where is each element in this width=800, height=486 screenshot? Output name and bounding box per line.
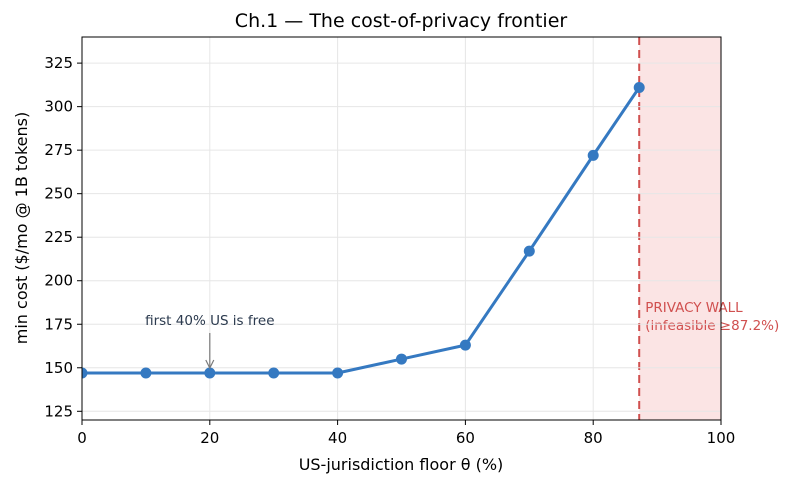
- data-point: [332, 367, 344, 379]
- x-tick-label: 80: [584, 429, 603, 447]
- data-point: [396, 353, 407, 365]
- y-tick-label: 200: [44, 272, 73, 290]
- y-tick-label: 250: [44, 185, 73, 203]
- series-line: [82, 86, 641, 375]
- infeasible-region: [639, 37, 721, 420]
- y-tick-label: 125: [44, 402, 73, 420]
- data-point: [459, 339, 471, 351]
- y-tick-label: 300: [44, 98, 73, 116]
- annotation-label: first 40% US is free: [145, 313, 274, 329]
- y-tick-label: 175: [44, 315, 73, 333]
- y-tick-label: 325: [44, 54, 73, 72]
- y-tick-label: 225: [44, 228, 73, 246]
- axis-ticks: 0 20 40 60 80 100 125 150 175 200 225 250 275 300 325: [44, 54, 735, 447]
- x-tick-label: 100: [707, 429, 736, 447]
- y-tick-label: 150: [44, 359, 73, 377]
- x-axis-label: US-jurisdiction floor θ (%): [299, 455, 504, 474]
- data-point: [523, 245, 535, 257]
- privacy-wall-sublabel: (infeasible ≥87.2%): [645, 318, 779, 334]
- x-tick-label: 0: [77, 429, 87, 447]
- privacy-wall-region: PRIVACY WALL (infeasible ≥87.2%): [638, 37, 779, 420]
- data-point: [82, 367, 88, 379]
- data-point: [204, 367, 216, 379]
- chart-title: Ch.1 — The cost-of-privacy frontier: [235, 10, 568, 32]
- y-axis-label: min cost ($/mo @ 1B tokens): [12, 112, 31, 344]
- series-layer: [82, 81, 645, 379]
- annotation-arrow-head: [205, 359, 215, 370]
- privacy-wall-label: PRIVACY WALL: [645, 300, 743, 316]
- x-tick-label: 40: [328, 429, 347, 447]
- x-tick-label: 60: [456, 429, 475, 447]
- data-point: [633, 81, 645, 93]
- plot-frame: [81, 36, 722, 421]
- data-point: [268, 367, 280, 379]
- x-tick-label: 20: [200, 429, 219, 447]
- data-point: [140, 367, 152, 379]
- annotations: first 40% US is free: [145, 313, 275, 370]
- y-tick-label: 275: [44, 141, 73, 159]
- data-point: [587, 149, 599, 161]
